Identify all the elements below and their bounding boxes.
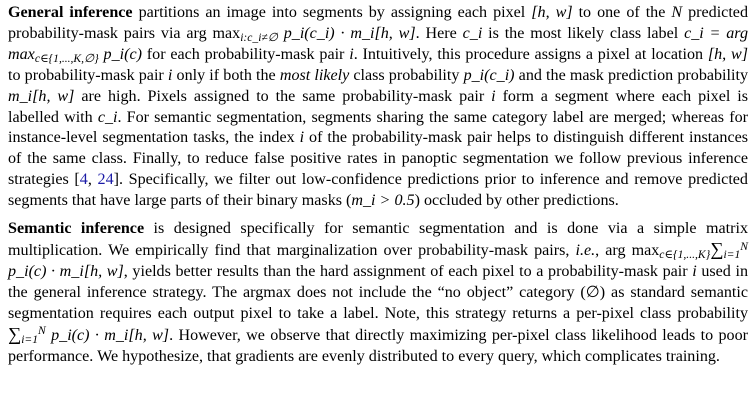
text-span: . Here	[415, 24, 463, 42]
paragraph-lead: General inference	[8, 4, 133, 21]
text-span: only if both the	[172, 66, 280, 84]
text-span: ) occluded by other predictions.	[414, 192, 619, 210]
paragraph-general-inference: General inference partitions an image in…	[8, 3, 748, 212]
text-span: , yields better results than the hard as…	[123, 262, 693, 280]
math: [h, w]	[531, 4, 573, 21]
math-subscript: c∈{1,...,K}	[659, 248, 711, 262]
text-span: and the mask prediction probability	[514, 66, 748, 84]
citation-link[interactable]: 4	[79, 171, 88, 189]
text-span: to one of the	[572, 4, 672, 21]
sum-symbol: ∑	[8, 324, 22, 345]
text-span: predicted probability-mask pairs via	[8, 4, 748, 42]
math: m_i[h, w]	[8, 87, 75, 105]
math: m_i > 0.5	[351, 192, 415, 210]
math: i	[349, 45, 354, 63]
math: i	[299, 129, 305, 147]
math: c_i = arg max	[8, 24, 749, 63]
math-subscript: i:c_i≠∅	[240, 31, 278, 45]
emphasis: most likely	[279, 66, 350, 84]
text-span: to probability-mask pair	[8, 66, 168, 84]
text-span: . However, we observe that directly maxi…	[8, 326, 749, 365]
text-span: of the probability-mask pair helps to di…	[8, 129, 749, 189]
text-span: . Intuitively, this procedure assigns a …	[353, 45, 708, 63]
text-span: ,	[87, 171, 98, 189]
emphasis: i.e.	[575, 241, 596, 259]
math: p_i(c)	[98, 45, 142, 63]
text-span: for each probability-mask pair	[141, 45, 350, 63]
math-operator: arg max	[605, 241, 660, 259]
text-span: is designed specifically for semantic se…	[8, 220, 748, 259]
text-span: are high. Pixels assigned to the same pr…	[74, 87, 492, 105]
text-span: partitions an image into segments by ass…	[132, 4, 532, 21]
paragraph-semantic-inference: Semantic inference is designed specifica…	[8, 219, 748, 367]
math-subscript: i=1	[21, 333, 39, 347]
text-span: ,	[595, 241, 606, 259]
text-span: used in the general inference strategy. …	[8, 262, 748, 322]
math: p_i(c) · m_i[h, w]	[8, 262, 124, 280]
math: [h, w]	[707, 45, 748, 63]
math: p_i(c_i)	[463, 66, 515, 84]
sum-symbol: ∑	[710, 239, 724, 260]
math: N	[671, 4, 683, 21]
math: p_i(c) · m_i[h, w]	[45, 326, 170, 344]
paragraph-lead: Semantic inference	[8, 220, 145, 238]
math-subscript: c∈{1,...,K,∅}	[34, 52, 99, 66]
text-span: . For semantic segmentation, segments sh…	[8, 108, 748, 147]
math: i	[692, 262, 697, 280]
math-subscript: i=1	[723, 248, 741, 262]
math: c_i	[97, 108, 118, 126]
text-span: is the most likely class label	[482, 24, 685, 42]
math: i	[491, 87, 496, 105]
text-span: form a segment where each pixel is label…	[8, 87, 748, 126]
text-span: ]. Specifically, we filter out low-confi…	[8, 171, 748, 210]
math: i	[167, 66, 173, 84]
math: c_i	[462, 24, 483, 42]
citation-link[interactable]: 24	[97, 171, 114, 189]
math-operator: arg max	[186, 24, 241, 42]
math-superscript: N	[38, 324, 46, 338]
text-span: class probability	[349, 66, 464, 84]
math: p_i(c_i) · m_i[h, w]	[277, 24, 416, 42]
math-superscript: N	[740, 239, 749, 253]
